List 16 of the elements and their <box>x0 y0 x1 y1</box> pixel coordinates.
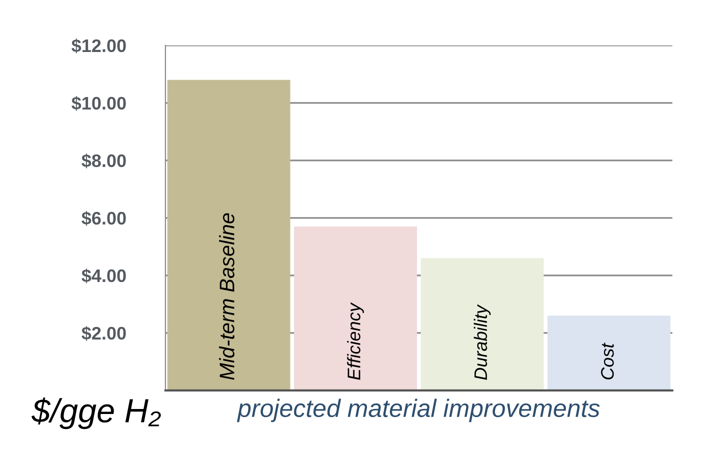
y-tick-label: $10.00 <box>72 96 126 111</box>
x-tick-label: Mid-term Baseline <box>219 213 234 380</box>
bar <box>548 316 670 390</box>
y-tick-label: $6.00 <box>82 211 126 226</box>
bar <box>420 258 544 390</box>
bar <box>167 80 290 390</box>
y-tick-label: $8.00 <box>82 154 126 168</box>
x-tick-label: Cost <box>601 342 614 380</box>
x-tick-label: Durability <box>474 304 491 380</box>
y-tick-label: $12.00 <box>72 38 126 54</box>
y-tick-label: $2.00 <box>82 326 126 341</box>
x-axis-title: projected material improvements <box>236 398 600 422</box>
y-tick-label: $4.00 <box>82 268 126 284</box>
x-tick-label: Efficiency <box>347 302 364 380</box>
y-axis-title: $/gge H₂ <box>31 398 161 430</box>
bar <box>294 226 417 390</box>
